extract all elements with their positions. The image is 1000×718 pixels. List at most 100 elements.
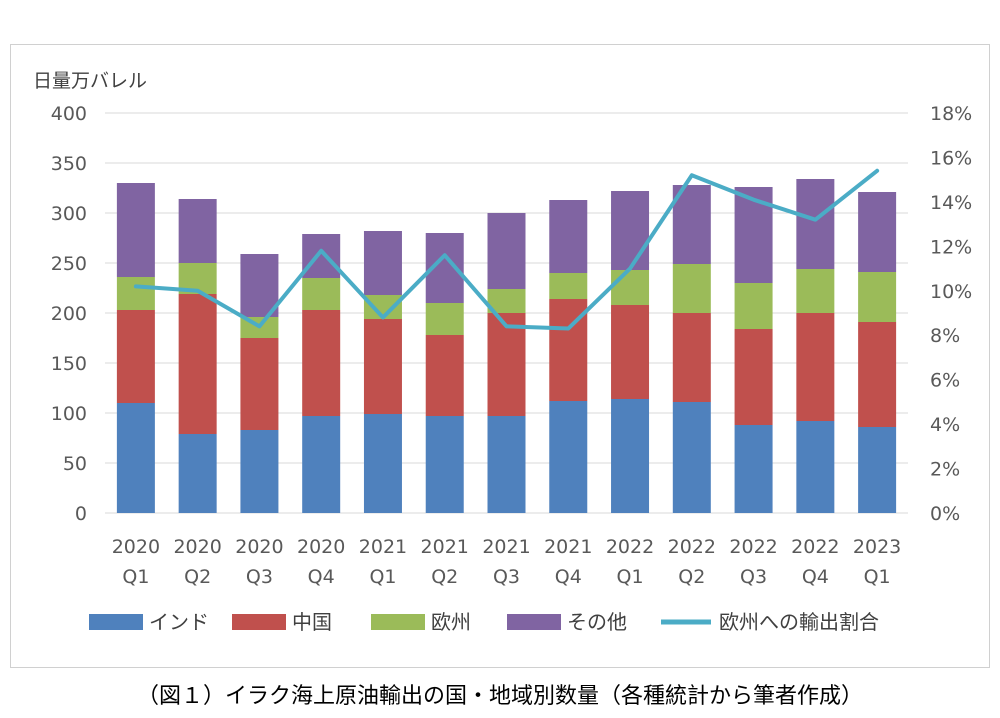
bar-欧州 [549,273,588,299]
y-tick-label: 350 [51,153,87,175]
bar-インド [549,401,588,513]
x-tick-quarter: Q4 [555,566,582,588]
bar-インド [240,430,279,513]
legend-label: 欧州 [431,610,471,634]
x-tick-year: 2022 [791,536,839,558]
x-tick-year: 2022 [606,536,654,558]
y2-tick-label: 0% [930,503,960,525]
x-tick-year: 2020 [112,536,160,558]
y2-tick-label: 16% [930,147,972,169]
bar-中国 [240,338,279,430]
y2-tick-label: 12% [930,236,972,258]
bar-欧州 [734,283,773,329]
bar-中国 [734,329,773,425]
y-tick-label: 200 [51,303,87,325]
x-tick-quarter: Q2 [678,566,705,588]
bar-中国 [611,305,650,399]
y2-tick-label: 18% [930,103,972,125]
bar-インド [611,399,650,513]
x-tick-quarter: Q1 [864,566,891,588]
bar-中国 [858,322,897,427]
y-tick-label: 0 [75,503,87,525]
y2-tick-label: 6% [930,370,960,392]
x-tick-quarter: Q4 [802,566,829,588]
ratio-line [133,168,880,331]
bar-その他 [363,231,402,295]
y2-tick-label: 2% [930,459,960,481]
bar-欧州 [858,272,897,322]
x-tick-year: 2020 [297,536,345,558]
legend-swatch [371,614,425,630]
chart-frame: 日量万バレル 0 50 100 150 200 250 300 350 400 0% 2% 4% 6%… [10,44,990,668]
legend-swatch [507,614,561,630]
bar-欧州 [116,277,155,310]
bar-インド [796,421,835,513]
x-tick-year: 2021 [482,536,530,558]
bar-その他 [672,185,711,264]
bar-中国 [116,310,155,403]
y2-tick-label: 8% [930,325,960,347]
bar-インド [734,425,773,513]
bar-その他 [858,192,897,272]
bar-インド [425,416,464,513]
bar-インド [178,434,217,513]
bar-中国 [363,319,402,414]
legend-label: 中国 [292,610,332,634]
bar-インド [302,416,341,513]
x-tick-year: 2020 [235,536,283,558]
x-tick-quarter: Q2 [431,566,458,588]
right-axis-ticks: 0% 2% 4% 6% 8% 10% 12% 14% 16% 18% [930,103,972,525]
bar-インド [858,427,897,513]
bar-中国 [302,310,341,416]
bar-中国 [796,313,835,421]
x-tick-quarter: Q3 [740,566,767,588]
legend: インド 中国 欧州 その他 欧州への輸出割合 [89,610,879,634]
bar-その他 [611,191,650,270]
y-tick-label: 400 [51,103,87,125]
y2-tick-label: 14% [930,192,972,214]
legend-swatch [232,614,286,630]
bar-その他 [796,179,835,269]
y-tick-label: 50 [63,453,87,475]
x-tick-quarter: Q3 [246,566,273,588]
bar-その他 [549,200,588,273]
y-tick-label: 300 [51,203,87,225]
bar-その他 [178,199,217,263]
x-tick-quarter: Q3 [493,566,520,588]
bar-その他 [240,254,279,317]
y2-tick-label: 10% [930,281,972,303]
x-tick-year: 2022 [729,536,777,558]
x-tick-quarter: Q4 [308,566,335,588]
bar-欧州 [796,269,835,313]
bar-中国 [487,313,526,416]
legend-label: その他 [567,610,627,634]
x-tick-quarter: Q1 [122,566,149,588]
bar-インド [116,403,155,513]
legend-swatch [89,614,143,630]
bar-その他 [302,234,341,278]
bar-インド [672,402,711,513]
y2-tick-label: 4% [930,414,960,436]
bar-その他 [487,213,526,289]
x-tick-quarter: Q1 [617,566,644,588]
bar-欧州 [611,270,650,305]
stacked-bar-chart: 日量万バレル 0 50 100 150 200 250 300 350 400 0% 2% 4% 6%… [33,70,972,634]
bar-インド [363,414,402,513]
bar-欧州 [302,278,341,310]
y-tick-label: 250 [51,253,87,275]
x-tick-year: 2020 [173,536,221,558]
x-tick-year: 2022 [668,536,716,558]
x-tick-year: 2023 [853,536,901,558]
bars [116,179,897,513]
bar-中国 [178,294,217,434]
legend-label: 欧州への輸出割合 [719,610,879,634]
bar-中国 [425,335,464,416]
y-axis-unit-label: 日量万バレル [33,70,147,92]
x-tick-quarter: Q1 [369,566,396,588]
bar-欧州 [425,303,464,335]
x-tick-year: 2021 [421,536,469,558]
x-tick-year: 2021 [359,536,407,558]
category-axis-ticks: 2020 Q1 2020 Q2 2020 Q3 2020 Q4 2021 Q1 2021 Q2 2021… [112,536,902,588]
bar-インド [487,416,526,513]
y-tick-label: 150 [51,353,87,375]
